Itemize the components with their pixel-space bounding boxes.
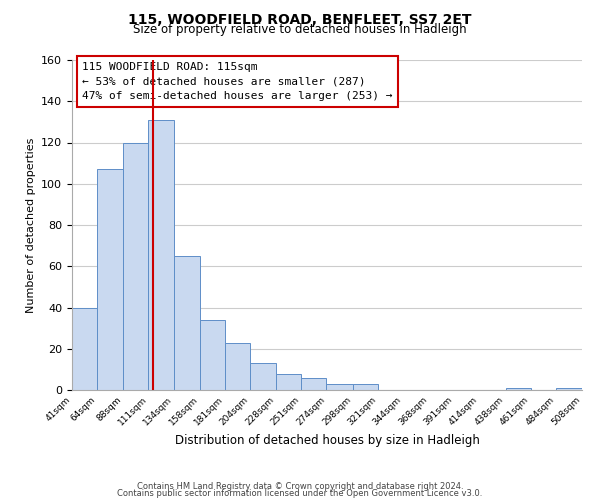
X-axis label: Distribution of detached houses by size in Hadleigh: Distribution of detached houses by size … [175,434,479,447]
Bar [148,120,173,390]
Y-axis label: Number of detached properties: Number of detached properties [26,138,35,312]
Bar [556,388,582,390]
Text: Contains public sector information licensed under the Open Government Licence v3: Contains public sector information licen… [118,490,482,498]
Text: Contains HM Land Registry data © Crown copyright and database right 2024.: Contains HM Land Registry data © Crown c… [137,482,463,491]
Bar [97,170,124,390]
Bar [124,142,148,390]
Bar [353,384,378,390]
Bar [250,363,276,390]
Text: 115, WOODFIELD ROAD, BENFLEET, SS7 2ET: 115, WOODFIELD ROAD, BENFLEET, SS7 2ET [128,12,472,26]
Bar [72,308,97,390]
Bar [301,378,326,390]
Text: Size of property relative to detached houses in Hadleigh: Size of property relative to detached ho… [133,22,467,36]
Bar [225,342,250,390]
Bar [326,384,353,390]
Text: 115 WOODFIELD ROAD: 115sqm
← 53% of detached houses are smaller (287)
47% of sem: 115 WOODFIELD ROAD: 115sqm ← 53% of deta… [82,62,392,101]
Bar [173,256,200,390]
Bar [506,388,530,390]
Bar [276,374,301,390]
Bar [200,320,225,390]
